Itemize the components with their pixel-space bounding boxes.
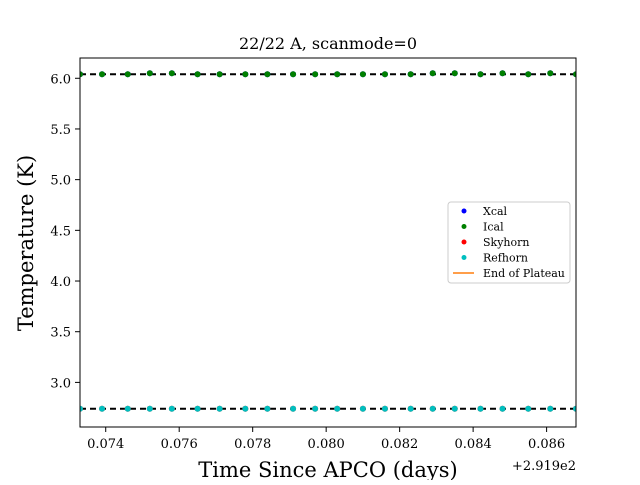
ical-point: [264, 71, 271, 78]
y-tick-label: 5.5: [50, 123, 71, 138]
refhorn-point: [499, 405, 506, 412]
refhorn-point: [381, 405, 388, 412]
ical-point: [381, 71, 388, 78]
ical-point: [525, 71, 532, 78]
ical-point: [499, 70, 506, 77]
y-tick-label: 4.5: [50, 224, 71, 239]
plot-area: 0.074 0.076 0.078 0.080 0.082 0.084 0.086 3.0 3.…: [50, 57, 577, 452]
refhorn-point: [216, 405, 223, 412]
legend-swatch-skyhorn: [461, 239, 467, 245]
refhorn-point: [547, 405, 554, 412]
legend-box: [447, 201, 571, 284]
ical-point: [216, 71, 223, 78]
ical-point: [242, 71, 249, 78]
x-tick-label: 0.078: [234, 437, 271, 452]
x-tick-label: 0.086: [528, 437, 565, 452]
refhorn-point: [451, 405, 458, 412]
ical-point: [429, 70, 436, 77]
legend-label-ical: Ical: [483, 221, 504, 234]
y-axis-title: Temperature (K): [14, 155, 38, 331]
legend-label-end-of-plateau: End of Plateau: [483, 267, 565, 280]
refhorn-point: [194, 405, 201, 412]
legend-label-xcal: Xcal: [483, 205, 508, 218]
y-tick-label: 3.0: [50, 376, 71, 391]
legend-swatch-ical: [461, 224, 467, 229]
y-tick-label: 3.5: [50, 326, 71, 341]
ical-point: [124, 71, 131, 78]
legend-swatch-refhorn: [461, 255, 467, 260]
legend-label-refhorn: Refhorn: [483, 252, 528, 265]
ical-point: [168, 70, 175, 77]
y-tick-label: 5.0: [50, 174, 71, 189]
legend-label-skyhorn: Skyhorn: [483, 236, 529, 249]
x-tick-label: 0.080: [308, 437, 345, 452]
refhorn-point: [264, 405, 271, 412]
refhorn-point: [407, 405, 414, 412]
ical-point: [80, 71, 83, 78]
refhorn-point: [359, 405, 366, 412]
refhorn-point: [124, 405, 131, 412]
refhorn-point: [429, 405, 436, 412]
y-tick-label: 4.0: [50, 275, 71, 290]
x-axis-offset-label: +2.919e2: [512, 459, 576, 474]
ical-point: [407, 71, 414, 78]
legend: Xcal Ical Skyhorn Refhorn End of Plateau: [447, 201, 571, 284]
plot-frame: [79, 57, 577, 428]
refhorn-point: [168, 405, 175, 412]
ical-point: [573, 71, 576, 78]
ical-point: [194, 71, 201, 78]
refhorn-point: [477, 405, 484, 412]
refhorn-point: [146, 405, 153, 412]
refhorn-point: [242, 405, 249, 412]
refhorn-point: [99, 405, 106, 412]
y-tick-label: 6.0: [50, 72, 71, 87]
ical-point: [359, 71, 366, 78]
legend-swatch-xcal: [461, 208, 467, 214]
refhorn-point: [334, 405, 341, 412]
ical-point: [451, 70, 458, 77]
x-tick-label: 0.084: [455, 437, 492, 452]
ical-point: [547, 70, 554, 77]
ical-point: [477, 71, 484, 78]
ical-point: [334, 71, 341, 78]
ical-point: [312, 71, 319, 78]
chart-title: 22/22 A, scanmode=0: [239, 34, 417, 53]
ical-point: [99, 71, 106, 78]
refhorn-point: [525, 405, 532, 412]
x-tick-label: 0.076: [161, 437, 198, 452]
x-tick-label: 0.082: [381, 437, 418, 452]
x-axis-title: Time Since APCO (days): [198, 458, 457, 480]
ical-point: [146, 70, 153, 77]
ical-point: [290, 71, 297, 78]
data-layer: [80, 70, 576, 412]
refhorn-point: [312, 405, 319, 412]
x-tick-label: 0.074: [87, 437, 124, 452]
refhorn-point: [290, 405, 297, 412]
refhorn-point: [80, 405, 83, 412]
refhorn-point: [573, 405, 576, 412]
